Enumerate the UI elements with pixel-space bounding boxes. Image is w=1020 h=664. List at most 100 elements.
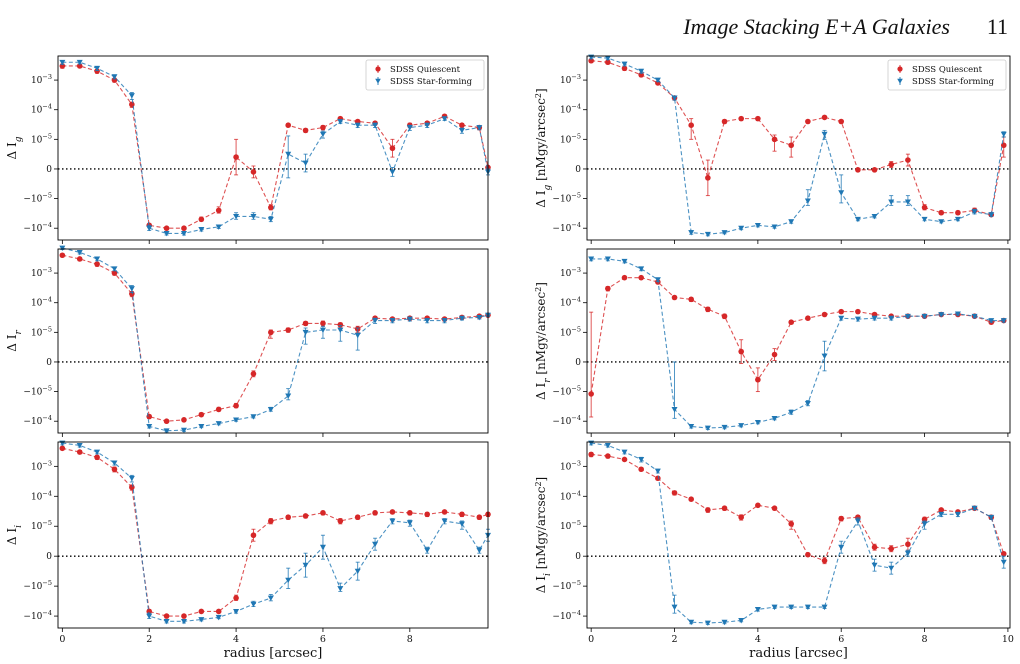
- data-point: [319, 544, 326, 551]
- data-point: [128, 286, 135, 292]
- data-point: [354, 568, 361, 575]
- data-point: [588, 57, 594, 64]
- series-line: [591, 258, 1004, 429]
- data-point: [233, 402, 239, 409]
- data-point: [476, 514, 483, 521]
- data-point: [821, 604, 828, 611]
- data-point: [688, 424, 695, 430]
- running-title: Image Stacking E+A Galaxies: [683, 14, 950, 39]
- legend-box: [365, 59, 485, 91]
- data-point: [320, 320, 326, 327]
- data-point: [654, 277, 661, 283]
- y-tick-label: 10−3: [560, 266, 581, 279]
- data-point: [854, 316, 861, 323]
- series-quiescent: [59, 252, 491, 425]
- data-point: [372, 541, 379, 548]
- legend-box: [887, 59, 1007, 91]
- x-tick-label: 4: [755, 634, 761, 645]
- page-header: Image Stacking E+A Galaxies 11: [0, 0, 1020, 44]
- data-point: [938, 511, 945, 518]
- data-point: [821, 311, 828, 318]
- series-line: [591, 453, 1005, 562]
- data-point: [441, 509, 448, 515]
- series-line: [590, 277, 1004, 395]
- data-point: [76, 249, 83, 256]
- data-point: [163, 225, 170, 232]
- data-point: [128, 93, 135, 99]
- legend-label: SDSS Quiescent: [912, 65, 983, 75]
- data-point: [250, 169, 257, 175]
- data-point: [267, 595, 274, 602]
- data-point: [738, 618, 745, 624]
- data-point: [871, 167, 878, 173]
- data-point: [971, 505, 978, 512]
- data-point: [788, 521, 795, 527]
- data-point: [788, 604, 795, 611]
- series-line: [62, 65, 489, 229]
- data-point: [459, 511, 465, 518]
- data-point: [198, 411, 205, 418]
- data-point: [215, 224, 222, 230]
- data-point: [755, 115, 761, 122]
- data-point: [988, 212, 995, 218]
- data-point: [424, 318, 431, 324]
- data-point: [804, 400, 811, 407]
- y-tick-label: −10−4: [23, 414, 52, 427]
- data-point: [838, 308, 845, 315]
- axes-frame: [57, 248, 489, 434]
- data-point: [621, 456, 628, 463]
- y-tick-label: −10−4: [23, 221, 52, 234]
- y-tick-label: 10−5: [31, 132, 52, 145]
- data-point: [354, 332, 361, 339]
- data-point: [59, 245, 66, 252]
- data-point: [771, 505, 778, 512]
- data-point: [771, 351, 778, 358]
- y-tick-label: 10−3: [31, 459, 52, 472]
- data-point: [215, 608, 222, 615]
- x-tick-label: 10: [1002, 634, 1014, 645]
- data-point: [76, 256, 83, 262]
- series-starforming: [588, 256, 1007, 432]
- data-point: [424, 511, 430, 518]
- data-point: [337, 586, 344, 592]
- data-point: [921, 216, 928, 223]
- data-point: [888, 545, 895, 552]
- panel-right-i: −10−4 −10−5 0 10−5 10−4 10−3 0 2 4 6 8 10 radius [ar…: [534, 440, 1014, 661]
- panel-right-g: −10−4 −10−5 0 10−5 10−4 10−3 Δ Ig [nMgy/arcsec…: [534, 54, 1011, 244]
- data-point: [268, 329, 274, 336]
- y-tick-label: −10−5: [23, 385, 52, 398]
- data-point: [250, 371, 257, 377]
- data-point: [389, 318, 396, 324]
- data-point: [285, 122, 292, 128]
- data-point: [588, 256, 595, 262]
- data-point: [163, 231, 170, 237]
- data-point: [638, 68, 645, 75]
- data-point: [250, 214, 257, 220]
- y-tick-label: 10−4: [31, 103, 52, 116]
- y-tick-label: −10−4: [552, 414, 581, 427]
- data-point: [285, 151, 292, 158]
- data-point: [621, 274, 628, 281]
- data-point: [76, 59, 83, 66]
- data-point: [688, 230, 695, 236]
- data-point: [821, 353, 828, 360]
- y-tick-label: 10−3: [560, 459, 581, 472]
- data-point: [604, 55, 611, 62]
- panel-left-i: −10−4 −10−5 0 10−5 10−4 10−3 0 2 4 6 8 radius [arcs…: [5, 440, 491, 661]
- data-point: [621, 449, 628, 456]
- data-point: [721, 230, 728, 236]
- series-line: [591, 60, 1005, 216]
- axes-frame: [586, 441, 1011, 629]
- data-point: [320, 510, 326, 516]
- data-point: [233, 595, 239, 601]
- data-point: [424, 547, 431, 554]
- data-point: [588, 391, 594, 397]
- data-point: [302, 127, 309, 134]
- data-point: [738, 115, 744, 122]
- axes-frame: [586, 248, 1011, 434]
- data-point: [476, 547, 483, 554]
- y-axis-label: Δ Ir: [5, 330, 24, 352]
- x-tick-label: 0: [59, 634, 65, 645]
- legend-marker: [375, 66, 381, 72]
- panel-left-g: −10−4 −10−5 0 10−5 10−4 10−3 Δ Ig SDSS Quiescen…: [5, 55, 491, 244]
